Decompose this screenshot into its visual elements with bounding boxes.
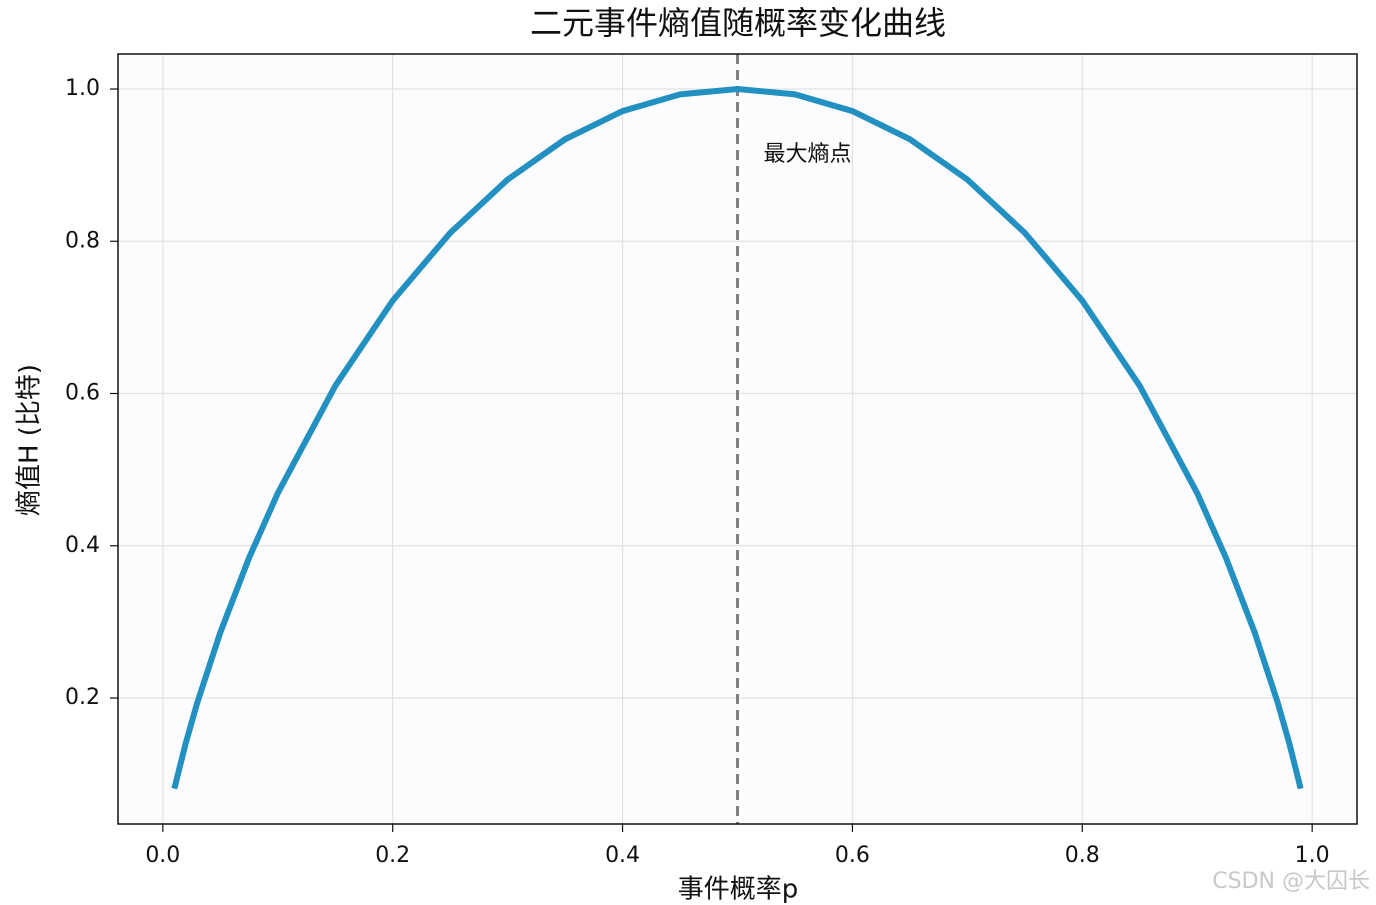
x-tick-label: 0.2 [375,843,410,868]
x-tick-label: 1.0 [1295,843,1330,868]
plot-frame [117,53,1358,825]
x-tick-label: 0.0 [145,843,180,868]
annotation: 最大熵点 [764,142,852,167]
y-tick-label: 0.6 [65,381,100,406]
y-axis-label: 熵值H (比特) [15,364,45,516]
x-axis-label: 事件概率p [678,875,799,905]
line-series [171,86,1304,790]
chart-title: 二元事件熵值随概率变化曲线 [530,4,946,42]
y-tick-label: 0.2 [65,685,100,710]
x-tick-label: 0.6 [835,843,870,868]
y-tick-label: 0.8 [65,228,100,253]
y-tick-label: 0.4 [65,533,100,558]
x-tick-label: 0.8 [1065,843,1100,868]
y-tick-label: 1.0 [65,76,100,101]
x-tick-label: 0.4 [605,843,640,868]
watermark: CSDN @大囚长 [1212,869,1370,894]
